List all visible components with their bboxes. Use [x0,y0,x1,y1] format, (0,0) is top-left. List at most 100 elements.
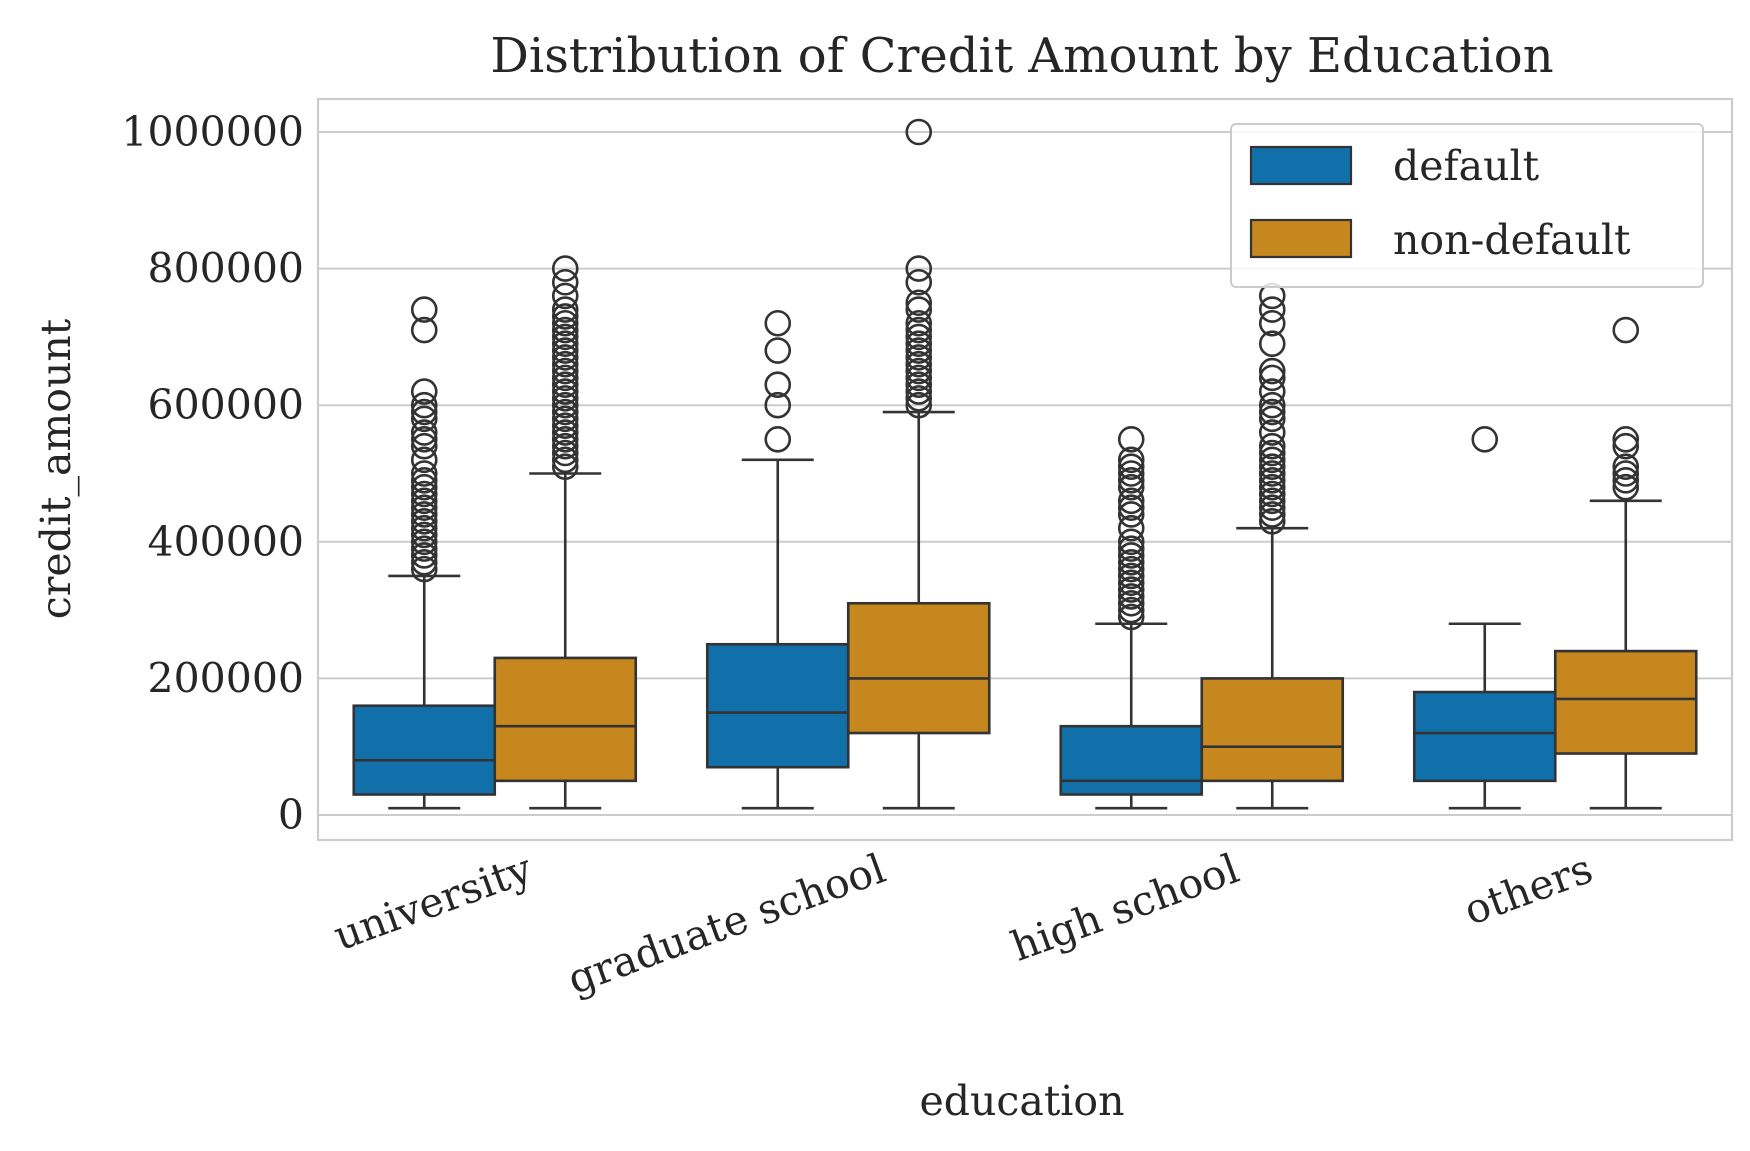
outlier-point [905,118,933,146]
outlier-point [1117,494,1145,521]
outlier-point [1612,453,1640,480]
outlier-point [1117,487,1145,515]
outlier-point [1258,487,1286,515]
outlier-point [551,405,579,433]
outlier-point [410,487,438,515]
outlier-point [1117,569,1145,597]
outlier-point [551,268,579,296]
outlier-point [410,432,438,460]
box-iqr [846,601,991,735]
outlier-point [410,548,438,576]
outlier-point [1117,583,1145,610]
outlier-point [905,371,933,399]
outlier-point [905,255,933,282]
outlier-point [1117,548,1145,576]
outlier-point [551,446,579,474]
outlier-point [1117,514,1145,542]
outlier-point [1258,460,1286,487]
outlier-point [1612,467,1640,494]
legend: default non-default [1230,123,1704,288]
outlier-point [551,453,579,480]
y-axis-label: credit_amount [32,318,80,619]
outlier-point [1117,473,1145,501]
outlier-point [551,323,579,351]
outlier-point [551,398,579,426]
outlier-point [410,508,438,535]
box-iqr [1200,677,1345,783]
outlier-point [764,309,792,337]
outlier-point [551,344,579,371]
box-group [1553,316,1698,810]
outlier-point [1117,528,1145,556]
outlier-point [551,350,579,378]
outlier-point [1258,330,1286,358]
outlier-point [1117,453,1145,480]
outlier-point [1612,432,1640,460]
y-tick-label: 0 [278,791,304,839]
outlier-point [551,303,579,330]
outlier-point [410,501,438,528]
outlier-point [1258,357,1286,385]
outlier-point [410,391,438,419]
outlier-point [764,391,792,419]
outlier-point [905,316,933,344]
legend-label-non-default: non-default [1393,216,1631,264]
outlier-point [1258,473,1286,501]
outlier-point [1258,391,1286,419]
x-axis-label: education [920,1077,1125,1125]
outlier-point [1612,460,1640,487]
box-group [493,255,638,810]
legend-swatch-default [1249,145,1353,186]
outlier-point [905,350,933,378]
outlier-point [1471,426,1499,453]
outlier-point [905,337,933,364]
outlier-point [410,446,438,474]
outlier-point [551,378,579,405]
outlier-point [1258,501,1286,528]
box-group [1412,426,1557,810]
outlier-point [905,289,933,317]
outlier-point [410,398,438,426]
y-tick-label: 200000 [147,654,304,702]
outlier-point [905,309,933,337]
outlier-point [551,337,579,364]
outlier-point [551,426,579,453]
outlier-point [410,542,438,569]
outlier-point [551,419,579,446]
outlier-point [764,337,792,364]
outlier-point [905,323,933,351]
outlier-point [1258,439,1286,467]
box-iqr [705,642,850,769]
legend-swatch-non-default [1249,218,1353,259]
outlier-point [1117,460,1145,487]
outlier-point [1258,378,1286,405]
outlier-point [1117,589,1145,617]
outlier-point [1117,596,1145,624]
outlier-point [551,364,579,392]
outlier-point [1258,508,1286,535]
outlier-point [1258,309,1286,337]
outlier-point [1258,398,1286,426]
box-group [1200,282,1345,810]
outlier-point [410,426,438,453]
box-group [352,296,497,810]
outlier-point [410,528,438,556]
outlier-point [1117,535,1145,562]
outlier-point [1117,467,1145,494]
y-tick-label: 400000 [147,518,304,566]
outlier-point [1117,562,1145,590]
outlier-point [905,344,933,371]
outlier-point [410,521,438,549]
outlier-point [1258,364,1286,392]
box-iqr [1412,690,1557,783]
outlier-point [1258,494,1286,521]
outlier-point [1258,432,1286,460]
outlier-point [1258,467,1286,494]
outlier-point [905,357,933,385]
outlier-point [410,316,438,344]
outlier-point [764,371,792,399]
outlier-point [410,480,438,508]
outlier-point [551,385,579,412]
